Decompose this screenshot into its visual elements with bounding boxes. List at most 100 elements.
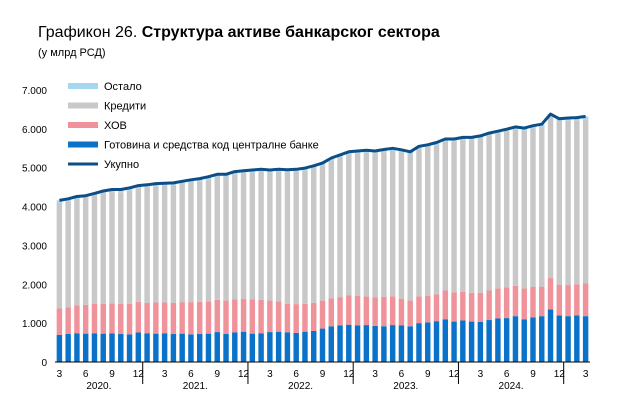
- bar-krediti: [144, 187, 150, 303]
- bar-ostalo: [56, 200, 63, 203]
- bar-hov: [109, 303, 115, 334]
- bar-krediti: [205, 179, 212, 302]
- bar-krediti: [319, 165, 326, 301]
- bar-krediti: [442, 141, 449, 291]
- x-tick-label: 12: [343, 369, 355, 380]
- x-tick-label: 6: [504, 369, 510, 380]
- x-tick-label: 3: [372, 369, 378, 380]
- bar-krediti: [582, 119, 589, 284]
- bar-krediti: [135, 188, 142, 302]
- y-tick-label: 2.000: [22, 280, 47, 291]
- bar-gotovina: [468, 321, 475, 362]
- bar-krediti: [258, 171, 264, 300]
- bar-krediti: [109, 192, 115, 304]
- bar-gotovina: [118, 334, 124, 362]
- bar-krediti: [188, 182, 194, 303]
- bar-hov: [381, 296, 387, 327]
- bar-gotovina: [126, 334, 133, 362]
- bar-gotovina: [302, 331, 308, 362]
- bar-hov: [135, 301, 142, 333]
- bar-gotovina: [65, 334, 71, 362]
- bar-gotovina: [337, 325, 343, 362]
- bar-hov: [416, 296, 422, 324]
- bar-krediti: [337, 157, 343, 298]
- bar-gotovina: [56, 334, 63, 362]
- bar-gotovina: [293, 332, 299, 362]
- bar-gotovina: [109, 333, 115, 362]
- chart-title: Графикон 26. Структура активе банкарског…: [38, 24, 440, 42]
- bar-krediti: [249, 172, 256, 300]
- legend-label-ukupno: Укупно: [104, 159, 139, 171]
- bar-gotovina: [354, 325, 361, 362]
- bar-hov: [565, 285, 571, 317]
- bar-krediti: [486, 135, 492, 291]
- bar-krediti: [398, 152, 405, 299]
- bar-hov: [258, 299, 264, 334]
- bar-hov: [451, 292, 457, 322]
- bar-gotovina: [82, 333, 89, 362]
- x-tick-label: 6: [399, 369, 405, 380]
- x-tick-label: 9: [320, 369, 326, 380]
- bar-gotovina: [214, 332, 220, 362]
- bar-gotovina: [495, 318, 501, 362]
- bar-gotovina: [451, 321, 457, 362]
- year-label: 2021.: [183, 381, 208, 392]
- bar-hov: [161, 302, 168, 334]
- bar-hov: [547, 278, 554, 310]
- x-tick-label: 9: [425, 369, 431, 380]
- bar-krediti: [477, 138, 484, 293]
- legend-label-gotovina: Готовина и средства код централне банке: [104, 140, 319, 152]
- legend-swatch-krediti: [68, 102, 98, 109]
- bar-hov: [530, 287, 536, 318]
- bar-krediti: [82, 198, 89, 305]
- bar-hov: [407, 300, 413, 327]
- bar-gotovina: [372, 325, 378, 362]
- bar-hov: [556, 284, 563, 316]
- bar-gotovina: [91, 333, 98, 362]
- bar-gotovina: [223, 334, 229, 362]
- bar-hov: [126, 303, 133, 335]
- bar-krediti: [284, 172, 291, 304]
- bar-hov: [188, 302, 194, 335]
- y-tick-label: 0: [41, 358, 47, 369]
- legend-swatch-ostalo: [68, 83, 98, 89]
- x-tick-label: 9: [214, 369, 220, 380]
- x-tick-label: 9: [109, 369, 115, 380]
- bar-gotovina: [311, 330, 317, 362]
- bar-krediti: [275, 171, 282, 302]
- bar-hov: [460, 291, 466, 321]
- bar-gotovina: [275, 331, 282, 362]
- bar-krediti: [126, 190, 133, 304]
- bar-hov: [144, 302, 150, 334]
- bar-hov: [495, 288, 501, 319]
- chart-title-prefix: Графикон 26.: [38, 24, 138, 41]
- bar-krediti: [240, 173, 247, 300]
- bar-hov: [346, 295, 352, 325]
- bar-hov: [223, 300, 229, 335]
- x-tick-label: 6: [188, 369, 194, 380]
- bar-hov: [503, 287, 510, 319]
- bar-hov: [196, 301, 203, 335]
- year-label: 2022.: [288, 381, 313, 392]
- bar-gotovina: [433, 321, 440, 362]
- bar-hov: [65, 307, 71, 335]
- y-tick-label: 6.000: [22, 125, 47, 136]
- y-tick-label: 4.000: [22, 203, 47, 214]
- bar-hov: [372, 297, 378, 326]
- bar-gotovina: [240, 331, 247, 362]
- bar-hov: [214, 299, 220, 333]
- bar-krediti: [91, 195, 98, 304]
- bar-krediti: [539, 126, 545, 287]
- chart-title-main: Структура активе банкарског сектора: [141, 24, 440, 41]
- bar-krediti: [468, 140, 475, 293]
- bar-gotovina: [161, 333, 168, 362]
- bar-hov: [118, 303, 124, 335]
- bar-hov: [442, 290, 449, 320]
- bar-gotovina: [389, 325, 396, 362]
- bar-gotovina: [503, 318, 510, 362]
- x-tick-label: 3: [583, 369, 589, 380]
- bar-gotovina: [232, 332, 238, 362]
- bar-hov: [539, 286, 545, 317]
- bar-hov: [170, 302, 177, 335]
